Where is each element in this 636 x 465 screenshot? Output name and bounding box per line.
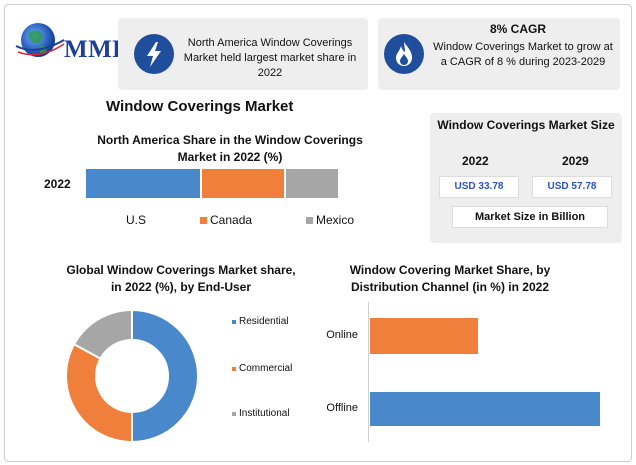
legend-swatch: [200, 216, 207, 224]
legend-item: Residential: [232, 316, 288, 327]
na-bar-segment: [202, 169, 284, 198]
donut-slice: [131, 308, 199, 444]
globe-icon: [15, 23, 65, 57]
end-user-donut-chart: [65, 308, 199, 444]
highlight-card-north-america: North America Window Coverings Market he…: [118, 18, 368, 90]
legend-swatch: [306, 216, 313, 224]
legend-label: Mexico: [316, 213, 355, 227]
infographic-frame: [4, 4, 632, 462]
na-bar-segment: [285, 169, 338, 198]
cagr-title: 8% CAGR: [489, 22, 546, 36]
year-2022: 2022: [462, 154, 489, 168]
distribution-category-label: Online: [326, 329, 358, 341]
value-2029: USD 57.78: [532, 176, 612, 198]
legend-label: U.S: [126, 213, 147, 227]
legend-item: Mexico: [306, 213, 354, 227]
market-size-unit-note: Market Size in Billion: [452, 206, 608, 228]
value-2022: USD 33.78: [439, 176, 519, 198]
highlight-card-cagr: 8% CAGR Window Coverings Market to grow …: [378, 18, 620, 90]
distribution-axis-line: [368, 302, 369, 442]
legend-label: Residential: [239, 316, 289, 327]
legend-swatch: [232, 319, 236, 324]
main-title: Window Coverings Market: [106, 98, 294, 115]
legend-item: U.S: [126, 213, 146, 227]
year-2029: 2029: [562, 154, 589, 168]
legend-item: Commercial: [232, 363, 292, 374]
distribution-chart-title: Window Covering Market Share, by Distrib…: [349, 263, 551, 294]
donut-slice: [65, 342, 133, 444]
distribution-bar: [370, 318, 479, 354]
na-stacked-bar: [86, 169, 338, 198]
card-text: Window Coverings Market to grow at a CAG…: [433, 41, 613, 68]
end-user-chart-title: Global Window Coverings Market share, in…: [66, 263, 296, 294]
na-bar-segment: [86, 169, 201, 198]
card-text: North America Window Coverings Market he…: [183, 37, 357, 79]
legend-swatch: [232, 411, 236, 416]
na-share-chart-title: North America Share in the Window Coveri…: [97, 133, 363, 164]
distribution-bar: [370, 392, 601, 426]
donut-slice: [72, 308, 133, 361]
legend-label: Canada: [210, 213, 253, 227]
lightning-icon: [134, 34, 174, 74]
legend-item: Canada: [200, 213, 252, 227]
legend-swatch: [232, 366, 236, 371]
legend-label: Institutional: [239, 408, 290, 419]
mmr-logo: MMR: [14, 16, 130, 72]
na-bar-category-label: 2022: [44, 177, 71, 191]
market-size-card: Window Coverings Market Size 2022 2029 U…: [430, 113, 622, 243]
market-size-title: Window Coverings Market Size: [437, 118, 615, 132]
legend-item: Institutional: [232, 408, 290, 419]
distribution-category-label: Offline: [326, 402, 358, 414]
flame-icon: [384, 34, 424, 74]
legend-label: Commercial: [239, 363, 293, 374]
